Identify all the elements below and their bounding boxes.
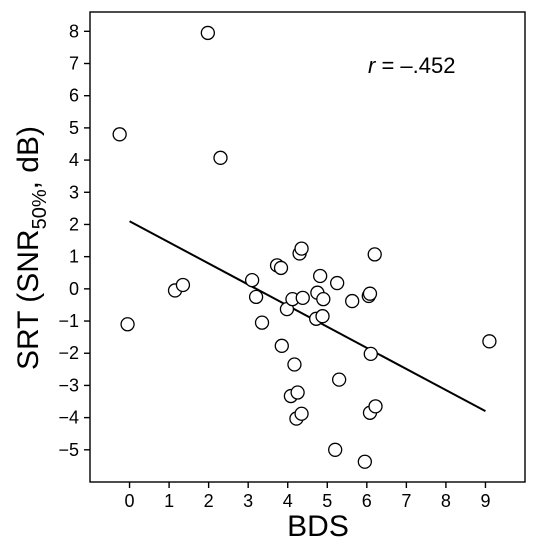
correlation-annotation: r = –.452 xyxy=(368,53,455,78)
data-point xyxy=(287,357,302,372)
plot-frame xyxy=(89,11,526,483)
y-tick-label: −3 xyxy=(58,375,79,395)
regression-line-layer xyxy=(129,220,486,413)
x-tick-label: 8 xyxy=(441,491,451,511)
data-point xyxy=(120,317,135,332)
data-point xyxy=(294,241,309,256)
x-tick-label: 7 xyxy=(401,491,411,511)
data-point xyxy=(362,286,378,301)
y-tick-label: 4 xyxy=(69,150,79,170)
y-tick-label: 1 xyxy=(69,247,79,267)
x-tick-label: 4 xyxy=(283,491,293,511)
data-point xyxy=(357,454,372,469)
data-point xyxy=(345,293,360,309)
y-tick-label: −2 xyxy=(58,343,79,363)
data-point xyxy=(316,292,331,307)
data-point xyxy=(254,315,270,330)
data-point xyxy=(244,273,260,288)
x-tick-label: 1 xyxy=(164,491,174,511)
y-tick-label: 7 xyxy=(69,54,79,74)
correlation-value: = –.452 xyxy=(375,53,455,78)
data-point xyxy=(330,275,345,291)
y-tick-label: 2 xyxy=(69,214,79,234)
y-tick-label: 6 xyxy=(69,86,79,106)
x-tick-label: 2 xyxy=(204,491,214,511)
data-point xyxy=(367,247,382,262)
x-tick-label: 0 xyxy=(125,491,135,511)
y-axis-title-suffix: , dB) xyxy=(12,126,45,189)
data-point xyxy=(313,268,328,284)
correlation-r-symbol: r xyxy=(368,53,377,78)
y-axis-title-prefix: SRT (SNR xyxy=(12,229,45,370)
data-point xyxy=(290,385,305,400)
data-point xyxy=(363,346,378,362)
data-point xyxy=(175,277,191,293)
data-point xyxy=(112,127,127,142)
y-tick-label: 5 xyxy=(69,118,79,138)
regression-line xyxy=(129,220,486,413)
data-point xyxy=(482,334,497,349)
data-points xyxy=(112,25,497,469)
y-tick-label: 0 xyxy=(69,279,79,299)
y-tick-label: −5 xyxy=(58,440,79,460)
data-point xyxy=(248,289,264,305)
data-point xyxy=(315,309,330,324)
x-tick-label: 5 xyxy=(322,491,332,511)
y-tick-label: −1 xyxy=(58,311,79,331)
data-point xyxy=(331,372,347,387)
y-axis: 8 7 6 5 4 3 2 1 0 −1 −2 −3 −4 −5 xyxy=(58,21,90,460)
x-axis: 0 1 2 3 4 5 6 7 8 9 xyxy=(125,482,490,511)
y-axis-title-subscript: 50% xyxy=(29,189,51,229)
plot-border xyxy=(89,11,526,483)
x-tick-label: 3 xyxy=(243,491,253,511)
y-tick-label: −4 xyxy=(58,408,79,428)
y-axis-title: SRT (SNR50%, dB) xyxy=(12,126,51,370)
y-tick-label: 3 xyxy=(69,182,79,202)
x-tick-label: 9 xyxy=(480,491,490,511)
x-axis-title: BDS xyxy=(287,510,349,543)
y-tick-label: 8 xyxy=(69,21,79,41)
data-point xyxy=(273,260,289,276)
data-point xyxy=(200,25,215,41)
data-point xyxy=(328,442,343,457)
data-point xyxy=(294,406,309,421)
x-tick-label: 6 xyxy=(362,491,372,511)
data-point xyxy=(368,399,383,414)
data-point xyxy=(213,150,228,165)
data-point xyxy=(295,290,310,306)
data-point xyxy=(274,338,289,353)
